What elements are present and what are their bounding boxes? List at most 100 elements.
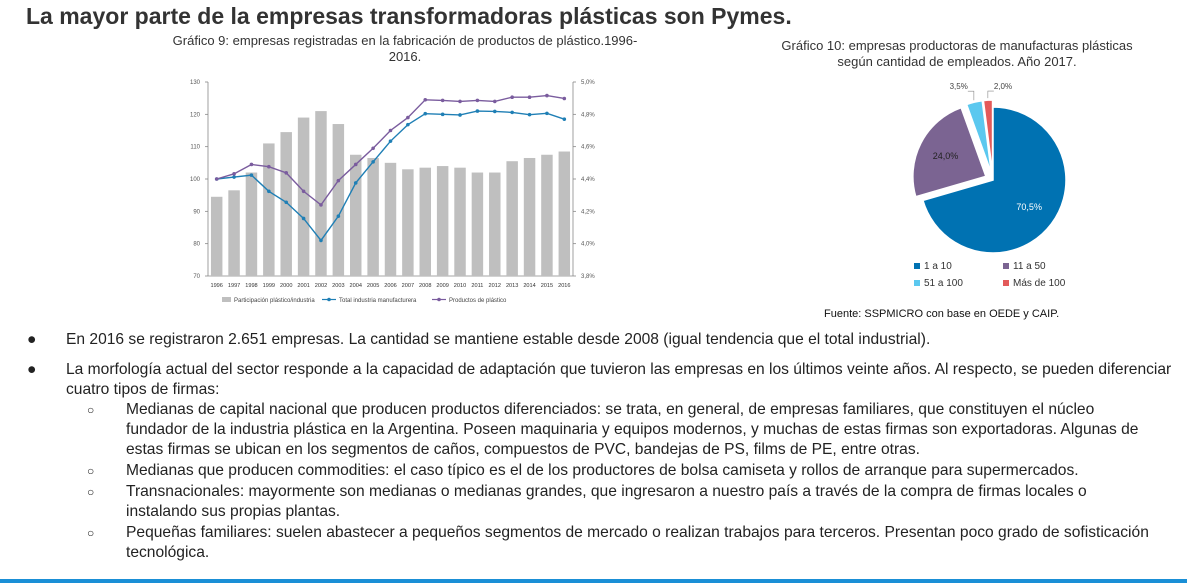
x-tick-label: 2007 (402, 283, 414, 289)
point-total-industria (510, 110, 514, 115)
legend-label: Total industria manufacturera (339, 298, 417, 304)
x-tick-label: 2013 (506, 283, 518, 289)
point-total-industria (545, 111, 549, 116)
point-productos-plastico (284, 171, 289, 175)
x-tick-label: 1996 (210, 283, 222, 289)
point-productos-plastico (440, 98, 445, 103)
pie-data-label: 24,0% (933, 151, 959, 161)
point-total-industria (371, 160, 375, 164)
y-tick-label-right: 3,8% (581, 274, 595, 280)
x-tick-label: 2000 (280, 283, 292, 289)
bar-participacion (506, 161, 518, 276)
bar-participacion (332, 124, 345, 277)
sub-bullet-item: ○ Medianas que producen commodities: el … (0, 461, 1187, 481)
pie-data-label: 70,5% (1016, 202, 1042, 212)
sub-bullet-text: Transnacionales: mayormente son medianas… (126, 483, 1087, 520)
bar-participacion (558, 151, 571, 276)
point-total-industria (458, 113, 462, 117)
point-productos-plastico (545, 93, 549, 98)
bullet-dot: ● (27, 331, 37, 348)
legend-swatch-marker (437, 297, 441, 302)
y-tick-label-left: 110 (190, 145, 200, 151)
legend-label: 1 a 10 (924, 261, 952, 272)
point-total-industria (492, 109, 497, 114)
point-productos-plastico (301, 189, 306, 194)
y-tick-label-right: 4,8% (581, 112, 595, 118)
bullet-item: ● La morfología actual del sector respon… (0, 360, 1187, 400)
x-tick-label: 1997 (228, 283, 240, 289)
point-total-industria (319, 238, 323, 243)
point-productos-plastico (492, 99, 497, 104)
point-total-industria (249, 173, 254, 177)
x-tick-label: 2011 (471, 283, 483, 289)
point-productos-plastico (406, 115, 410, 120)
sub-bullet-text: Medianas de capital nacional que produce… (126, 401, 1139, 458)
legend-label: Más de 100 (1013, 278, 1066, 289)
point-total-industria (475, 109, 480, 113)
sub-bullet-text: Medianas que producen commodities: el ca… (126, 462, 1079, 479)
y-tick-label-left: 70 (193, 274, 200, 280)
point-productos-plastico (249, 162, 254, 167)
point-productos-plastico (267, 164, 271, 169)
bar-participacion (489, 172, 501, 276)
x-tick-label: 2006 (384, 283, 396, 289)
legend-swatch (914, 263, 920, 269)
bar-participacion (402, 169, 414, 276)
bar-participacion (315, 111, 327, 276)
x-tick-label: 2009 (436, 283, 448, 289)
point-total-industria (232, 175, 236, 179)
legend-swatch-bar (222, 297, 231, 302)
pie-slice (965, 99, 993, 174)
chart-9-title: Gráfico 9: empresas registradas en la fa… (172, 33, 638, 64)
sub-bullet-item: ○ Medianas de capital nacional que produ… (0, 400, 1187, 460)
bar-participacion (228, 190, 240, 276)
point-total-industria (267, 189, 271, 194)
bottom-accent-bar (0, 579, 1187, 583)
point-productos-plastico (423, 97, 428, 102)
point-total-industria (353, 181, 358, 185)
chart-9-combo: 70 80 90 100 110 120 130 3,8% 4,0% 4,2% 4,4% 4,6% 4,… (190, 80, 595, 304)
pie-data-label: 2,0% (994, 82, 1012, 91)
y-tick-label-right: 4,2% (581, 209, 595, 215)
bullet-text: En 2016 se registraron 2.651 empresas. L… (66, 331, 931, 348)
point-productos-plastico (562, 96, 567, 101)
sub-bullet-dot: ○ (87, 526, 95, 540)
bullet-dot: ● (27, 361, 37, 378)
bar-participacion (367, 157, 379, 276)
bar-participacion (384, 162, 397, 276)
point-productos-plastico (458, 99, 462, 104)
sub-bullet-dot: ○ (87, 464, 95, 478)
sub-bullet-dot: ○ (87, 485, 95, 499)
y-tick-label-right: 4,0% (581, 242, 595, 248)
x-tick-label: 2016 (558, 283, 570, 289)
y-tick-label-left: 120 (190, 112, 201, 118)
y-tick-label-right: 4,6% (581, 145, 595, 151)
bar-participacion (436, 166, 449, 276)
x-tick-label: 2003 (332, 283, 344, 289)
point-productos-plastico (475, 98, 480, 103)
y-tick-label-left: 90 (193, 209, 200, 215)
legend-swatch-marker (327, 297, 331, 302)
chart-10-pie: 70,5% 24,0% 3,5% 2,0% 1 a 10 11 a 50 51 a 100 M… (912, 82, 1067, 289)
bar-participacion (541, 154, 553, 276)
x-tick-label: 2015 (541, 283, 553, 289)
x-tick-label: 2002 (315, 283, 327, 289)
y-tick-label-left: 130 (190, 80, 201, 86)
pie-slice (982, 99, 994, 174)
point-productos-plastico (336, 178, 341, 183)
point-productos-plastico (371, 146, 375, 151)
x-tick-label: 2001 (297, 283, 309, 289)
point-total-industria (440, 112, 445, 117)
point-productos-plastico (527, 95, 532, 99)
x-tick-label: 1999 (263, 283, 275, 289)
x-tick-label: 2008 (419, 283, 431, 289)
x-tick-label: 2010 (454, 283, 466, 289)
y-tick-label-left: 80 (193, 242, 200, 248)
sub-bullet-item: ○ Transnacionales: mayormente son median… (0, 482, 1187, 522)
point-productos-plastico (232, 172, 236, 176)
point-total-industria (562, 117, 567, 121)
point-total-industria (388, 139, 393, 143)
bar-participacion (419, 167, 431, 276)
bar-participacion (210, 196, 223, 276)
point-productos-plastico (510, 95, 514, 99)
